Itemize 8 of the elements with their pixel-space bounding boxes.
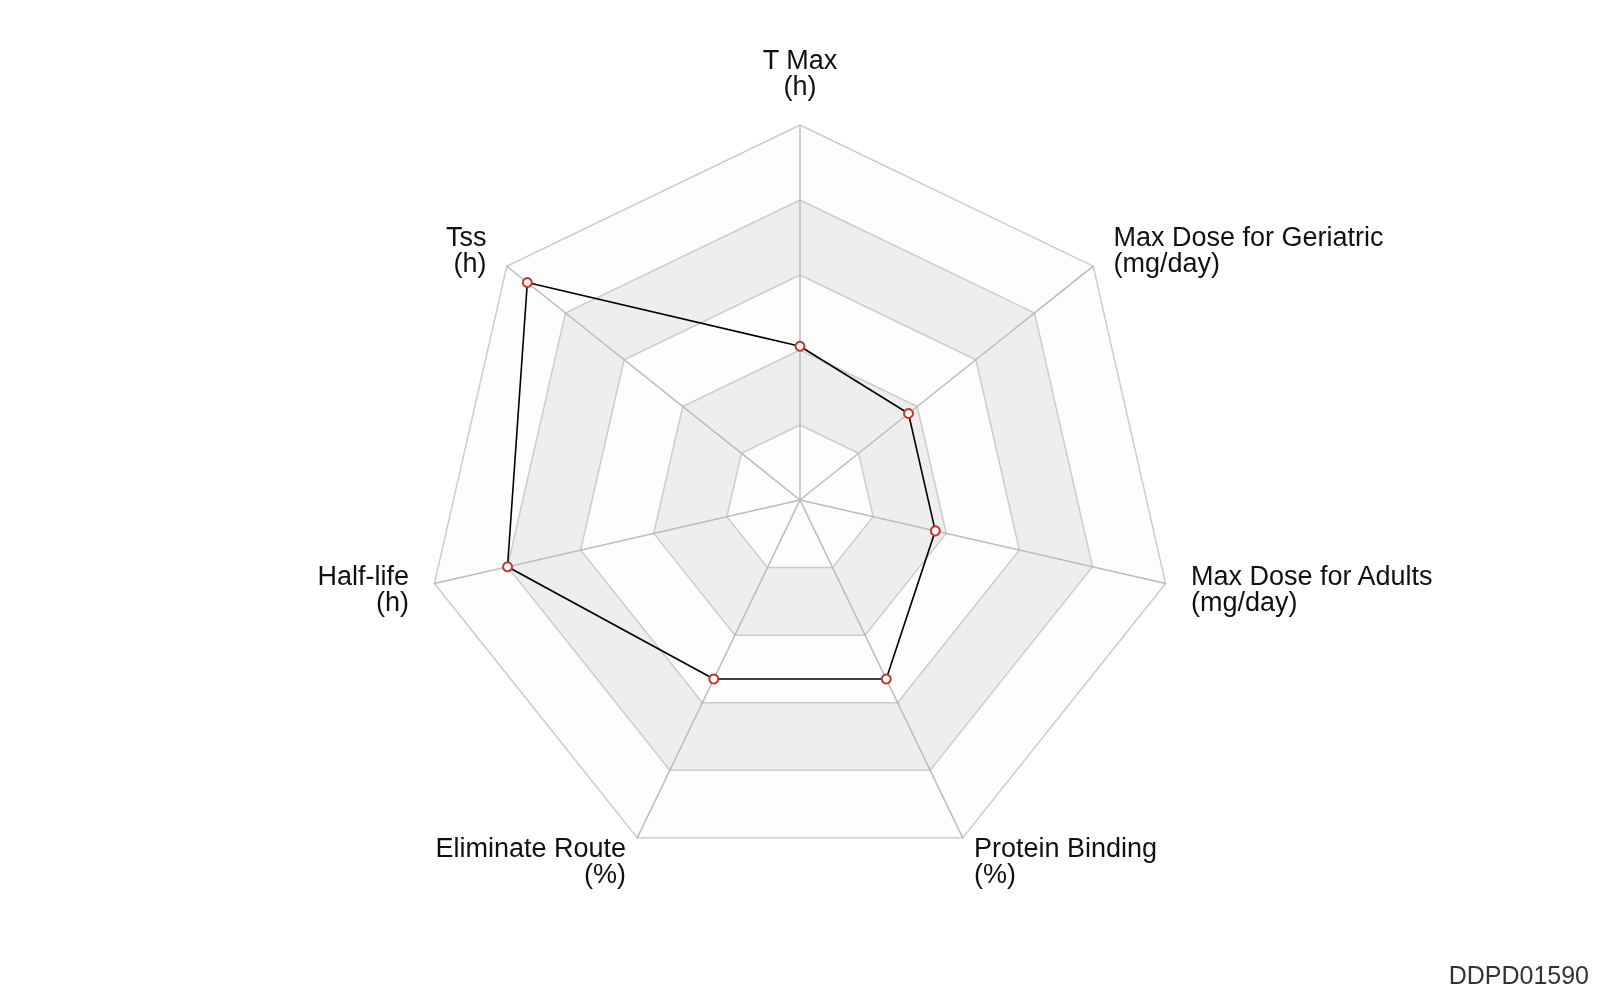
text: DDPD01590 bbox=[1448, 960, 1589, 989]
spoke-label: Max Dose for Geriatric (mg/day) bbox=[1113, 221, 1384, 278]
spoke-label: T Max (h) bbox=[762, 45, 838, 101]
spoke-label: Tss (h) bbox=[445, 221, 487, 278]
spoke-label: Eliminate Route (%) bbox=[435, 833, 627, 890]
spoke-label: Protein Binding (%) bbox=[973, 833, 1158, 890]
spoke-label: Half-life (h) bbox=[317, 561, 410, 618]
spoke-label: Max Dose for Adults (mg/day) bbox=[1190, 561, 1433, 618]
